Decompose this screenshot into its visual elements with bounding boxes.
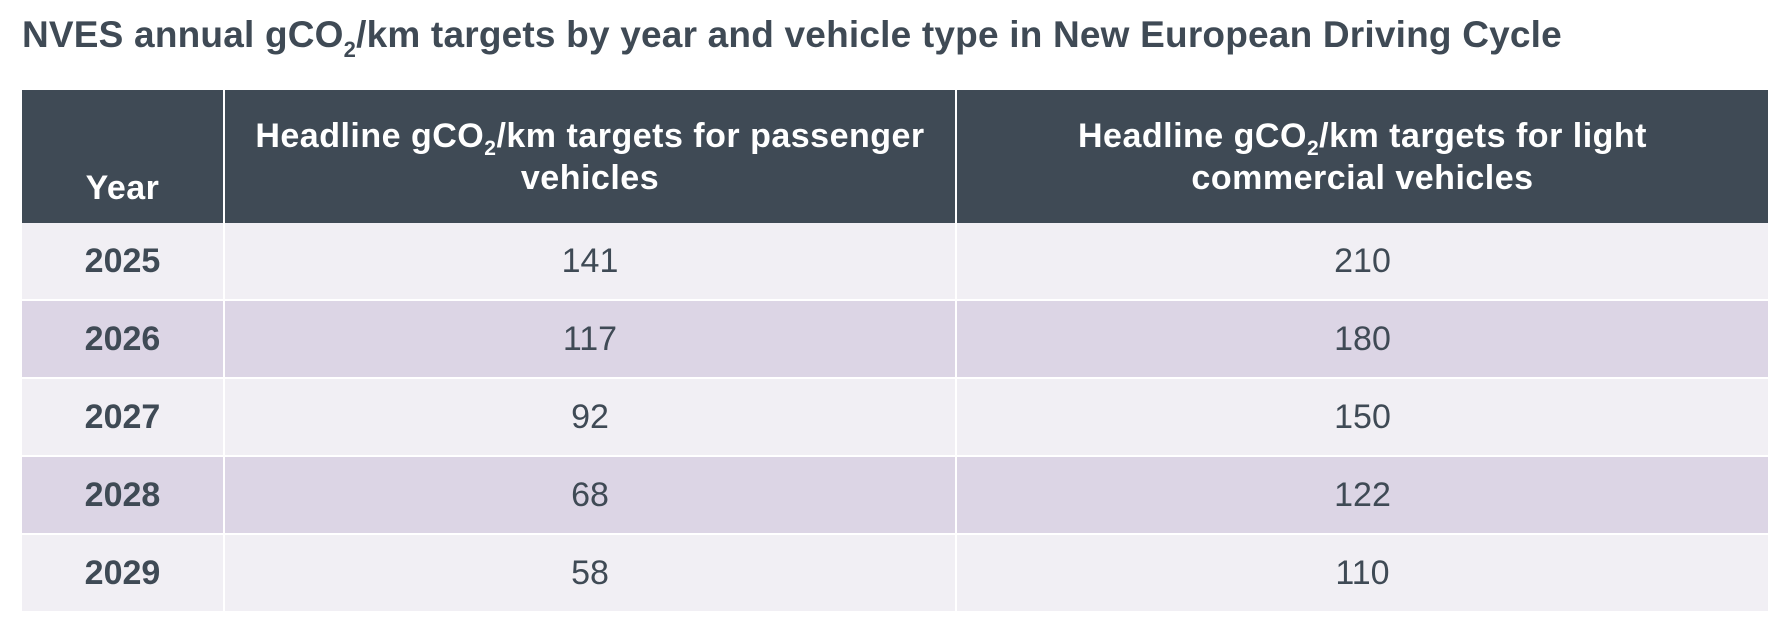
year-cell: 2025 [22, 223, 225, 301]
table-row: 2029 58 110 [22, 534, 1768, 613]
passenger-target-cell: 141 [224, 223, 957, 301]
title-text-end: /km targets by year and vehicle type in … [356, 14, 1562, 55]
lcv-target-cell: 122 [956, 456, 1768, 535]
header-text-end: /km targets for passenger vehicles [496, 116, 925, 197]
header-text-start: Headline gCO [255, 116, 485, 155]
table-row: 2026 117 180 [22, 300, 1768, 379]
lcv-target-cell: 110 [956, 534, 1768, 613]
table-row: 2028 68 122 [22, 456, 1768, 535]
targets-table: Year Headline gCO2/km targets for passen… [22, 90, 1768, 613]
header-subscript: 2 [484, 136, 497, 160]
title-text-start: NVES annual gCO [22, 14, 344, 55]
column-header-lcv: Headline gCO2/km targets for light comme… [956, 90, 1768, 223]
column-header-passenger: Headline gCO2/km targets for passenger v… [224, 90, 957, 223]
table-row: 2025 141 210 [22, 223, 1768, 301]
page-title: NVES annual gCO2/km targets by year and … [22, 14, 1562, 61]
lcv-target-cell: 150 [956, 378, 1768, 457]
table-header-row: Year Headline gCO2/km targets for passen… [22, 90, 1768, 223]
year-cell: 2028 [22, 456, 225, 535]
header-text-end: /km targets for light commercial vehicle… [1191, 116, 1647, 197]
header-subscript: 2 [1306, 136, 1320, 160]
table-row: 2027 92 150 [22, 378, 1768, 457]
passenger-target-cell: 117 [224, 300, 957, 379]
lcv-target-cell: 210 [956, 223, 1768, 301]
passenger-target-cell: 58 [224, 534, 957, 613]
passenger-target-cell: 92 [224, 378, 957, 457]
year-cell: 2027 [22, 378, 225, 457]
year-cell: 2029 [22, 534, 225, 613]
column-header-year: Year [22, 90, 225, 223]
header-text-start: Headline gCO [1078, 116, 1307, 155]
passenger-target-cell: 68 [224, 456, 957, 535]
title-subscript: 2 [343, 37, 357, 62]
year-cell: 2026 [22, 300, 225, 379]
lcv-target-cell: 180 [956, 300, 1768, 379]
